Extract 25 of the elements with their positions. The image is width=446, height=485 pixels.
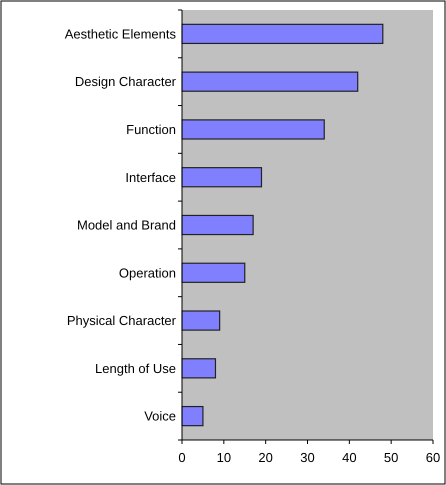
bar — [181, 72, 358, 92]
x-tick-label: 0 — [178, 450, 186, 465]
y-tick-label: Aesthetic Elements — [64, 26, 176, 42]
y-tick-label: Interface — [125, 170, 176, 185]
x-tick-label: 10 — [216, 450, 232, 465]
y-tick-label: Function — [126, 122, 176, 137]
bar — [181, 24, 384, 44]
bar — [181, 167, 262, 188]
x-tick-label: 50 — [384, 450, 398, 465]
bar — [181, 119, 325, 140]
y-tick-label: Length of Use — [95, 360, 176, 376]
y-tick-label: Physical Character — [66, 313, 177, 328]
y-tick-label: Operation — [118, 265, 176, 280]
bar — [181, 214, 254, 236]
y-tick-label: Design Character — [74, 74, 177, 90]
bar — [181, 358, 216, 378]
x-tick-label: 20 — [258, 450, 273, 465]
y-tick-label: Model and Brand — [76, 218, 176, 233]
bar — [181, 262, 246, 283]
x-tick-label: 40 — [342, 450, 357, 465]
x-tick-label: 60 — [426, 450, 440, 465]
y-tick-label: Voice — [144, 408, 176, 424]
x-tick-label: 30 — [300, 450, 315, 465]
bar — [181, 310, 220, 331]
bar — [181, 406, 204, 426]
